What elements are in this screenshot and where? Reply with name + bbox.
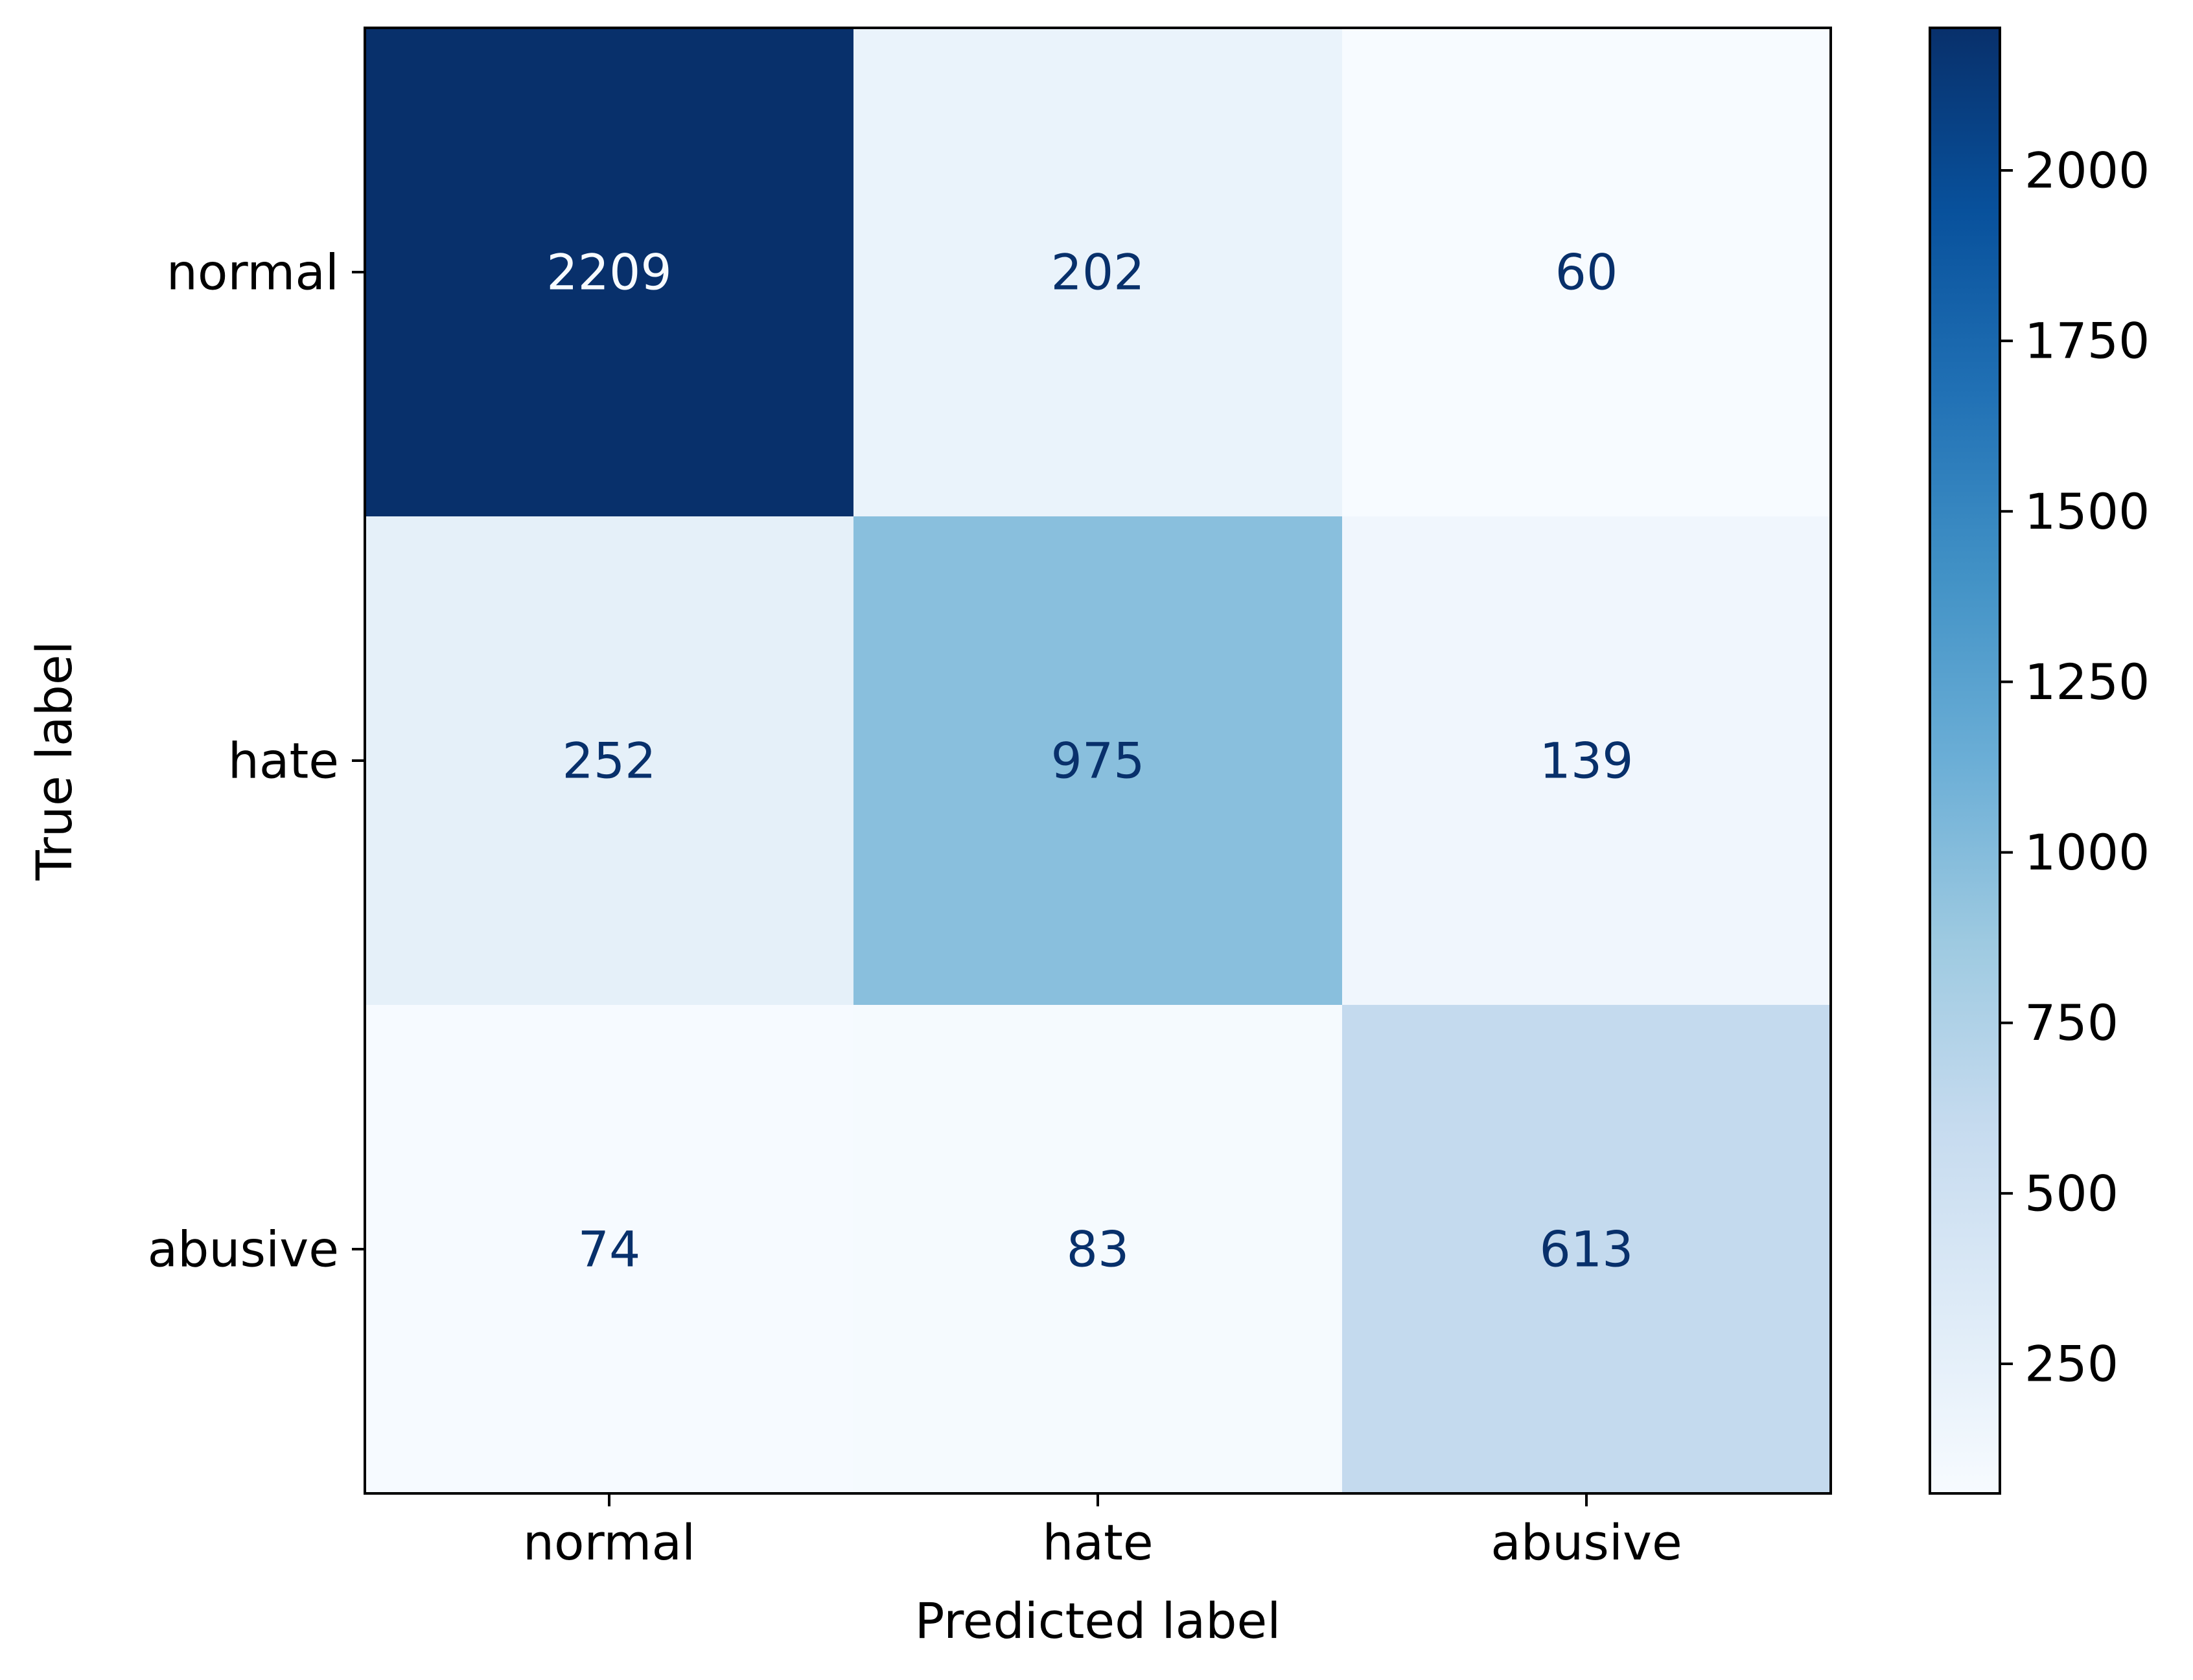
colorbar-tick-label: 2000 (2025, 141, 2150, 199)
cell-value-label: 2209 (546, 244, 671, 301)
cell-value-label: 202 (1050, 244, 1144, 301)
matrix-cell-labels: 2209 202 60 252 975 139 74 83 613 (546, 244, 1633, 1278)
colorbar-frame (1929, 27, 2001, 1495)
cell-value-label: 139 (1539, 732, 1633, 790)
matrix-cell (1342, 28, 1831, 517)
cell-value-label: 613 (1539, 1221, 1633, 1278)
matrix-cells (365, 28, 1831, 1494)
matrix-cell (365, 1005, 854, 1494)
x-tick-label: normal (523, 1513, 695, 1571)
matrix-cell (853, 516, 1343, 1006)
cell-value-label: 74 (578, 1221, 641, 1278)
x-axis-label: Predicted label (915, 1592, 1281, 1650)
colorbar-gradient (1930, 28, 2000, 1493)
y-tick-label: normal (167, 244, 339, 301)
matrix-cell (853, 1005, 1343, 1494)
y-axis-label: True label (25, 641, 83, 880)
colorbar-tick-label: 750 (2025, 994, 2118, 1052)
x-tick-label: abusive (1491, 1513, 1682, 1571)
x-axis-ticks: normal hate abusive (523, 1493, 1682, 1571)
colorbar: 250 500 750 1000 1250 1500 1750 2000 (1929, 27, 2150, 1495)
y-tick-label: abusive (148, 1221, 339, 1278)
cell-value-label: 83 (1067, 1221, 1130, 1278)
colorbar-ticks: 250 500 750 1000 1250 1500 1750 2000 (2000, 141, 2150, 1393)
cell-value-label: 975 (1050, 732, 1144, 790)
x-tick-label: hate (1042, 1513, 1153, 1571)
colorbar-tick-label: 1750 (2025, 312, 2150, 370)
colorbar-tick-label: 1000 (2025, 823, 2150, 881)
matrix-cell (1342, 1005, 1831, 1494)
cell-value-label: 252 (562, 732, 656, 790)
cell-value-label: 60 (1555, 244, 1618, 301)
matrix-cell (365, 516, 854, 1006)
y-axis-ticks: normal hate abusive (148, 244, 365, 1278)
matrix-cell (365, 28, 854, 517)
colorbar-tick-label: 1500 (2025, 483, 2150, 540)
matrix-cell (853, 28, 1343, 517)
y-tick-label: hate (228, 732, 339, 790)
colorbar-tick-label: 1250 (2025, 653, 2150, 711)
colorbar-tick-label: 500 (2025, 1164, 2118, 1222)
matrix-cell (1342, 516, 1831, 1006)
colorbar-tick-label: 250 (2025, 1335, 2118, 1393)
